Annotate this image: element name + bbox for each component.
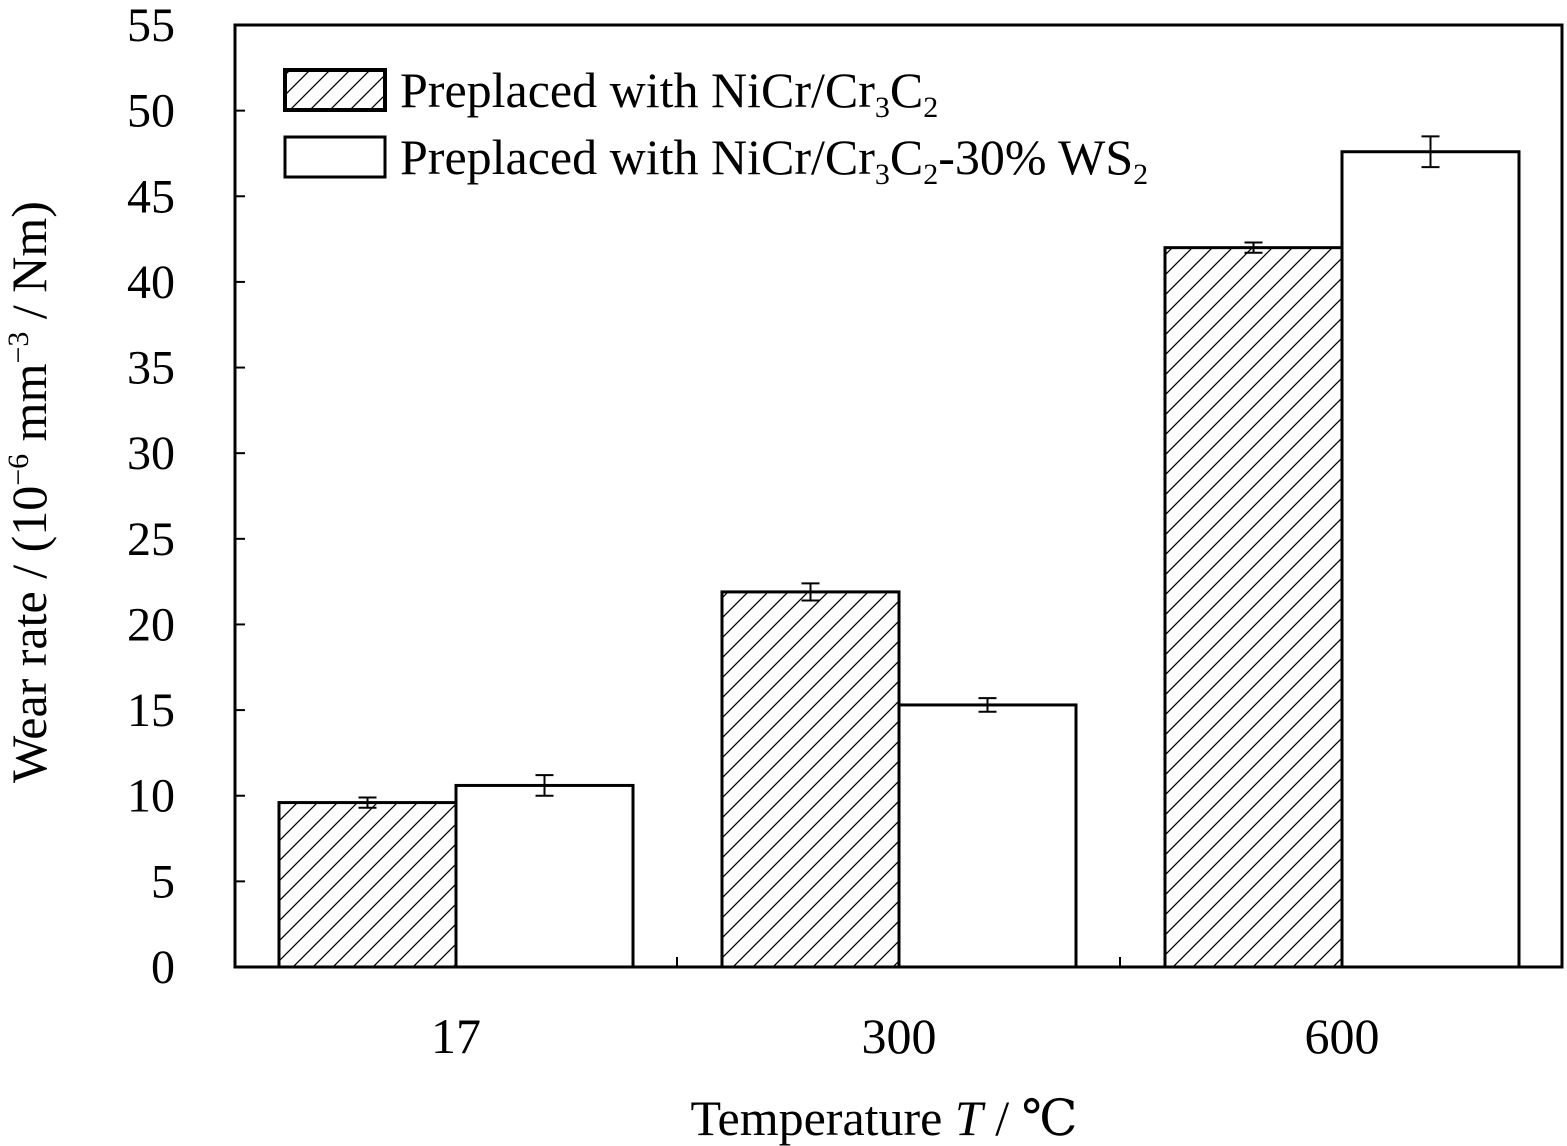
bar-nicr-cr3c2-ws2-300 <box>897 703 1078 969</box>
y-tick-label: 10 <box>127 770 175 823</box>
x-axis-title: Temperature T / ℃ <box>690 1090 1077 1146</box>
bar-nicr-cr3c2-ws2-600 <box>1340 150 1521 969</box>
y-tick-label: 35 <box>127 342 175 395</box>
x-category-label: 300 <box>862 1008 937 1064</box>
y-tick-label: 25 <box>127 513 175 566</box>
y-tick-label: 50 <box>127 85 175 138</box>
y-tick-label: 45 <box>127 170 175 223</box>
y-tick-label: 15 <box>127 684 175 737</box>
bar-nicr-cr3c2-300 <box>720 590 901 969</box>
x-category-label: 17 <box>431 1008 481 1064</box>
x-category-label: 600 <box>1305 1008 1380 1064</box>
y-tick-label: 20 <box>127 598 175 651</box>
y-tick-label: 40 <box>127 256 175 309</box>
bar-nicr-cr3c2-17 <box>277 801 458 969</box>
bar-nicr-cr3c2-ws2-17 <box>454 783 635 969</box>
y-tick-label: 55 <box>127 0 175 52</box>
y-tick-label: 30 <box>127 427 175 480</box>
y-tick-label: 0 <box>151 941 175 994</box>
bar-nicr-cr3c2-600 <box>1163 246 1344 969</box>
y-tick-label: 5 <box>151 855 175 908</box>
y-axis-title: Wear rate / (10−6 mm−3 / Nm) <box>1 201 57 783</box>
legend-label-nicr-cr3c2-ws2: Preplaced with NiCr/Cr3C2-30% WS2 <box>400 129 1148 191</box>
legend-swatch-nicr-cr3c2-ws2 <box>283 135 387 179</box>
legend-swatch-nicr-cr3c2 <box>283 68 387 112</box>
legend-label-nicr-cr3c2: Preplaced with NiCr/Cr3C2 <box>400 62 938 124</box>
